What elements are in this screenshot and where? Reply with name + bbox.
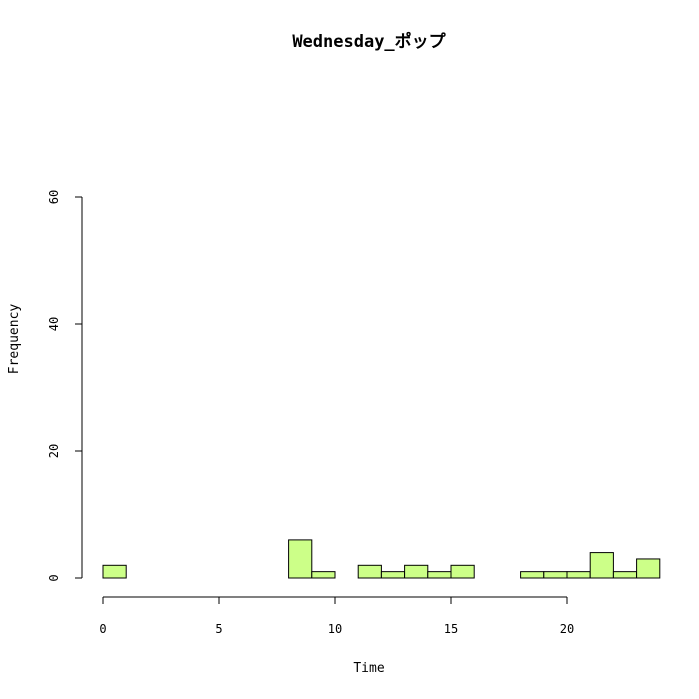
x-tick-label-0: 0 — [99, 622, 106, 636]
histogram-bar-21 — [589, 552, 614, 579]
histogram-bar-13 — [404, 564, 429, 579]
histogram-bar-0 — [102, 564, 127, 579]
histogram-bar-19 — [543, 571, 568, 579]
histogram-bar-18 — [520, 571, 545, 579]
histogram-bar-14 — [427, 571, 452, 579]
histogram-bar-15 — [450, 564, 475, 579]
chart-title: Wednesday_ポップ — [292, 31, 446, 52]
y-tick-label-3: 60 — [47, 190, 61, 204]
histogram-bar-9 — [311, 571, 336, 579]
y-axis-label: Frequency — [7, 304, 22, 375]
histogram-bar-8 — [288, 539, 313, 579]
histogram-bar-11 — [357, 564, 382, 579]
histogram-bar-20 — [566, 571, 591, 579]
bars-group — [102, 539, 661, 579]
histogram-bar-23 — [636, 558, 661, 579]
histogram-bar-22 — [612, 571, 638, 579]
y-tick-label-0: 0 — [47, 574, 61, 581]
y-axis: 0 20 40 60 — [47, 190, 83, 582]
histogram-bar-12 — [380, 571, 406, 579]
x-tick-label-4: 20 — [560, 622, 574, 636]
x-tick-label-2: 10 — [328, 622, 342, 636]
x-tick-label-1: 5 — [215, 622, 222, 636]
y-tick-label-2: 40 — [47, 317, 61, 331]
x-axis-label: Time — [353, 661, 384, 676]
x-axis: 0 5 10 15 20 — [99, 596, 574, 636]
x-tick-label-3: 15 — [444, 622, 458, 636]
y-tick-label-1: 20 — [47, 444, 61, 458]
